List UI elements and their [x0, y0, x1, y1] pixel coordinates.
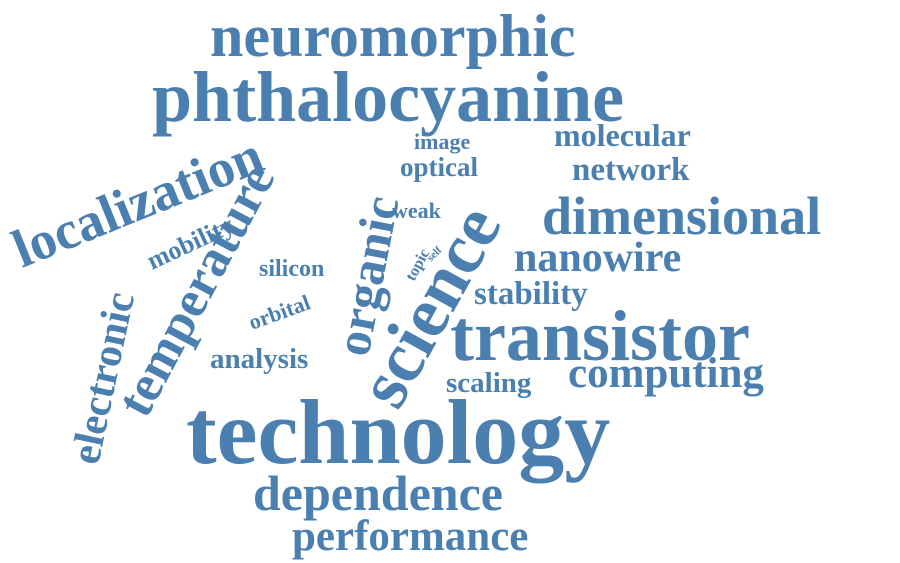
- word-stability: stability: [474, 276, 588, 312]
- word-neuromorphic: neuromorphic: [210, 3, 576, 69]
- word-optical: optical: [400, 152, 478, 182]
- word-network: network: [572, 152, 690, 188]
- word-technology: technology: [186, 381, 610, 483]
- word-image: image: [414, 129, 470, 154]
- word-computing: computing: [568, 350, 764, 397]
- word-scaling: scaling: [446, 367, 532, 399]
- word-dependence: dependence: [253, 465, 503, 521]
- word-performance: performance: [292, 513, 528, 560]
- word-nanowire: nanowire: [514, 235, 681, 281]
- word-silicon: silicon: [259, 256, 324, 282]
- word-molecular: molecular: [554, 117, 691, 153]
- word-transistor: transistor: [450, 296, 750, 376]
- word-phthalocyanine: phthalocyanine: [152, 57, 624, 137]
- word-analysis: analysis: [210, 343, 308, 375]
- word-dimensional: dimensional: [542, 186, 821, 246]
- word-weak: weak: [392, 198, 442, 223]
